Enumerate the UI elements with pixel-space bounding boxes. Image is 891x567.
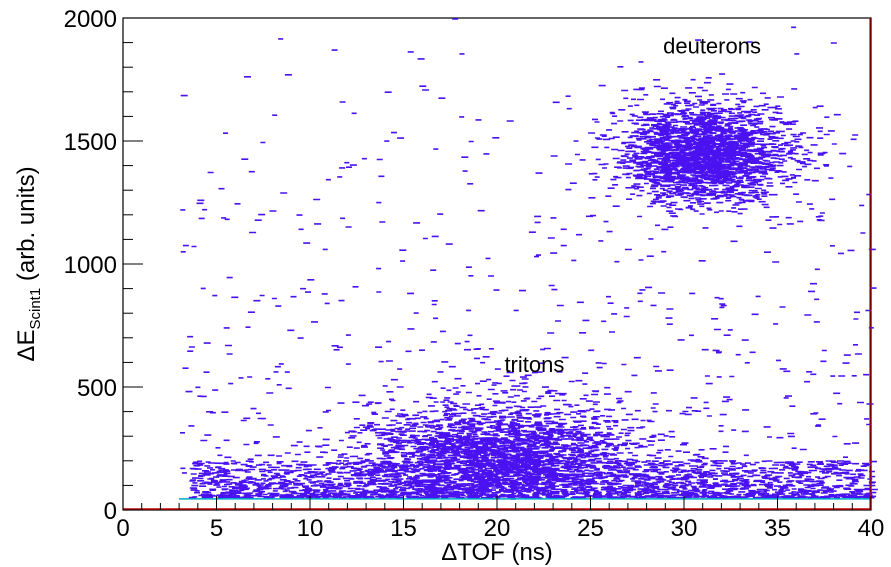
x-tick-label: 40 <box>858 515 885 542</box>
x-tick-label: 30 <box>671 515 698 542</box>
x-tick-label: 0 <box>116 515 129 542</box>
x-tick-label: 20 <box>484 515 511 542</box>
data-points <box>123 18 878 510</box>
y-axis-title-unit: (arb. units) <box>13 166 40 287</box>
axes <box>122 17 872 511</box>
y-tick-label: 1000 <box>64 252 117 279</box>
y-axis-title-subscript: Scint1 <box>27 288 44 330</box>
y-tick-label: 1500 <box>64 129 117 156</box>
x-tick-label: 15 <box>390 515 417 542</box>
tick-labels: 0 5 10 15 20 25 30 35 40 0 500 1000 1500 2000 <box>64 6 885 542</box>
x-tick-label: 10 <box>297 515 324 542</box>
y-axis-title-main: ΔE <box>13 330 40 362</box>
x-tick-label: 35 <box>764 515 791 542</box>
y-tick-label: 500 <box>77 375 117 402</box>
deuterons-label: deuterons <box>663 34 761 59</box>
x-tick-label: 25 <box>577 515 604 542</box>
y-tick-label: 0 <box>104 498 117 525</box>
tritons-label: tritons <box>504 352 564 377</box>
y-tick-label: 2000 <box>64 6 117 33</box>
x-axis-title: ΔTOF (ns) <box>441 539 553 566</box>
x-tick-label: 5 <box>210 515 223 542</box>
y-axis-title: ΔEScint1 (arb. units) <box>13 166 44 361</box>
point-cloud <box>180 18 878 500</box>
